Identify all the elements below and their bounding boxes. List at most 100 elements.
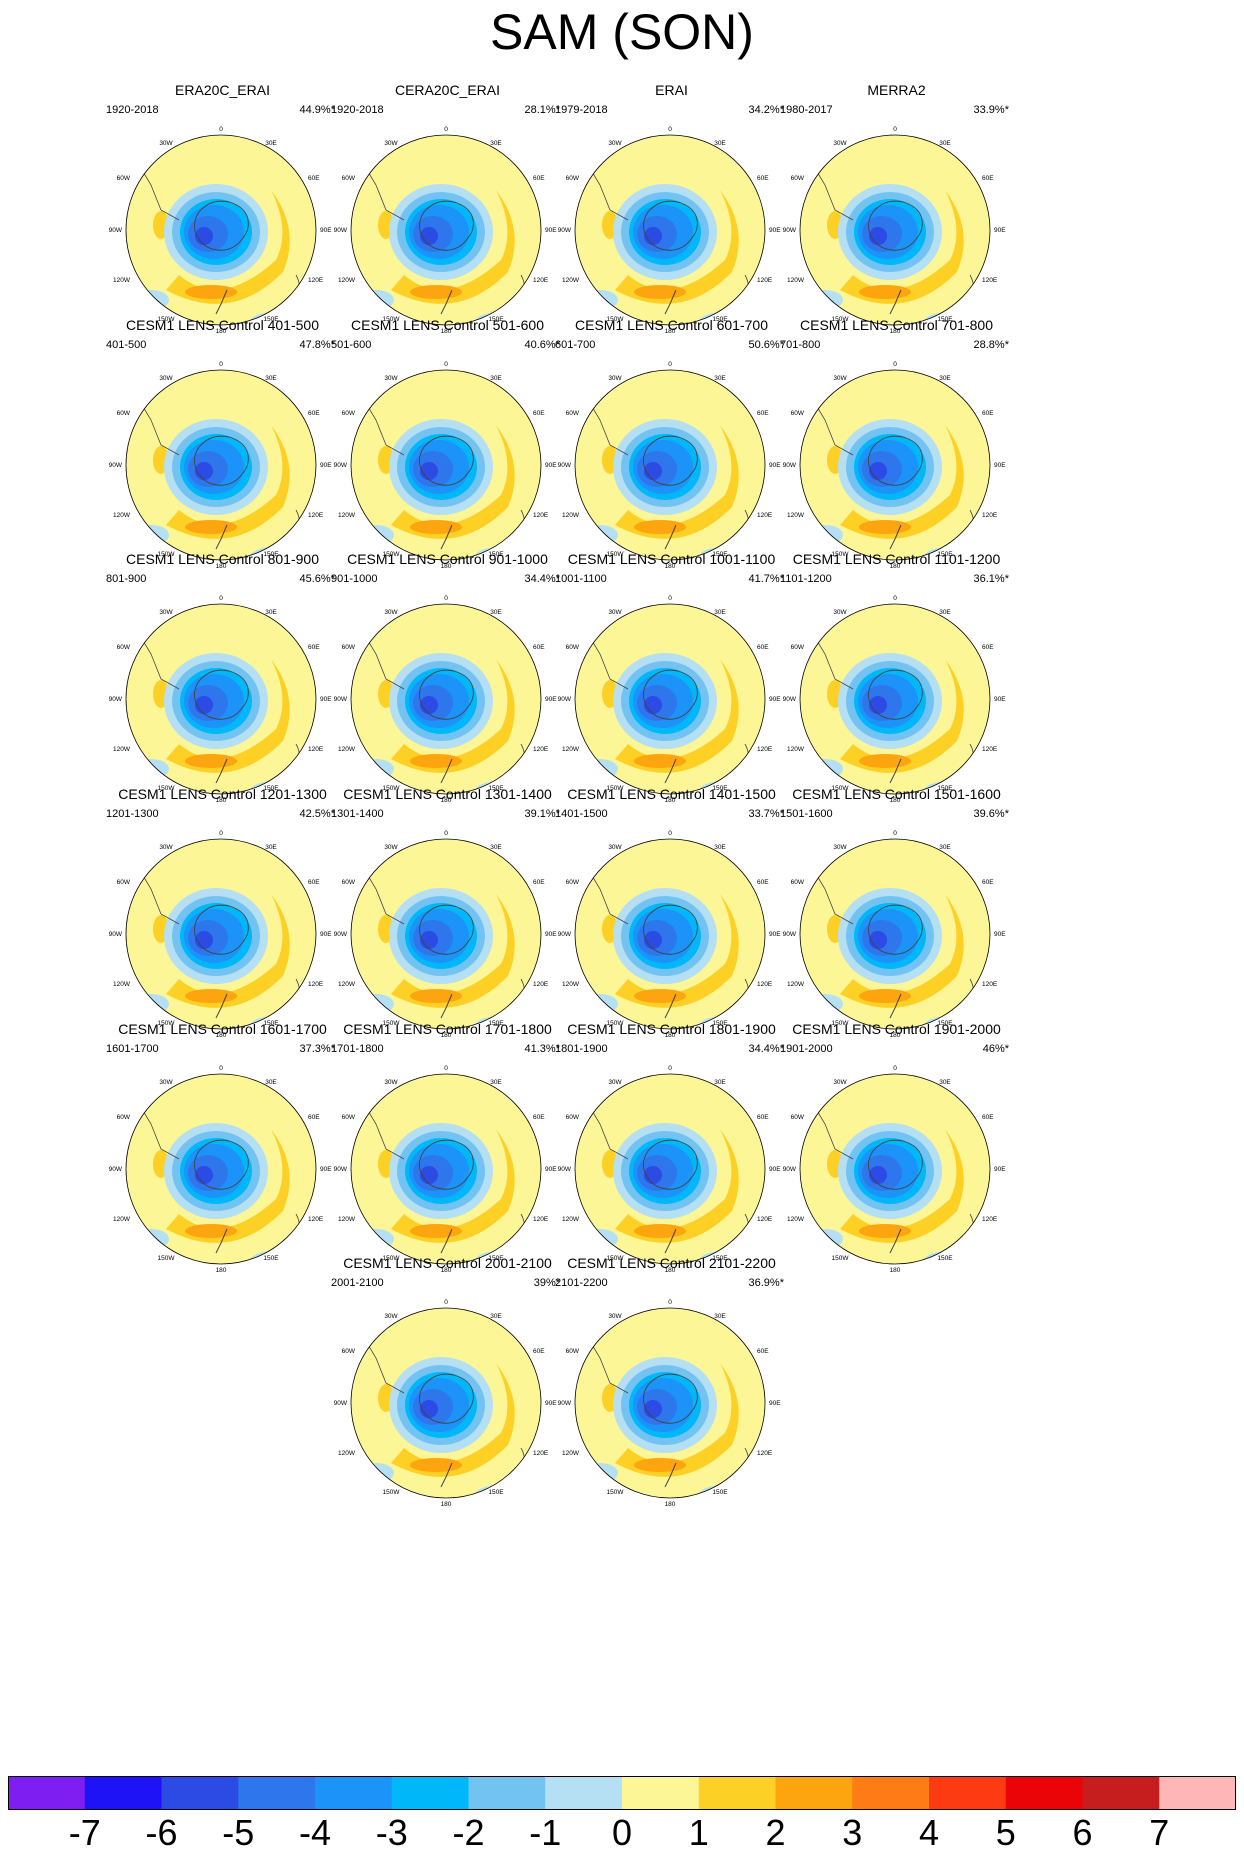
colorbar-swatch bbox=[698, 1776, 776, 1810]
longitude-label: 90W bbox=[783, 1166, 797, 1173]
contour-patch-negative bbox=[950, 370, 990, 402]
longitude-label: 60E bbox=[757, 879, 769, 886]
longitude-label: 120E bbox=[757, 277, 773, 284]
longitude-label: 60E bbox=[757, 410, 769, 417]
contour-band-negative bbox=[420, 1166, 438, 1184]
longitude-label: 60W bbox=[342, 410, 356, 417]
longitude-label: 90W bbox=[558, 462, 572, 469]
colorbar bbox=[8, 1776, 1236, 1810]
contour-band-negative bbox=[644, 931, 662, 949]
contour-patch-negative bbox=[358, 994, 394, 1014]
colorbar-swatch bbox=[391, 1776, 469, 1810]
panel-period: 601-700 bbox=[555, 339, 596, 351]
contour-field bbox=[575, 135, 765, 325]
map-boundary bbox=[799, 838, 991, 1030]
contour-field bbox=[126, 604, 316, 794]
contour-band-negative bbox=[644, 227, 662, 245]
panel-period: 1401-1500 bbox=[555, 808, 608, 820]
map-boundary bbox=[574, 838, 766, 1030]
longitude-label: 120W bbox=[787, 746, 805, 753]
polar-stereo-map: 0 30E 60E 90E 120E 150E 180 150W 120W 90W 60W 30W bbox=[783, 126, 1007, 335]
polar-stereo-map: 0 30E 60E 90E 120E 150E 180 150W 120W 90W 60W 30W bbox=[109, 830, 333, 1039]
longitude-label: 60W bbox=[566, 175, 580, 182]
longitude-label: 150E bbox=[937, 316, 953, 323]
panel-variance-percent: 34.4%* bbox=[748, 1043, 784, 1055]
longitude-label: 120E bbox=[308, 512, 324, 519]
map-panel: CERA20C_ERAI 1920-2018 28.1%* 0 30E 60E 90E 120… bbox=[315, 82, 580, 352]
longitude-label: 60W bbox=[117, 175, 131, 182]
longitude-label: 120W bbox=[113, 981, 131, 988]
contour-band-negative bbox=[644, 462, 662, 480]
contour-band-negative bbox=[195, 227, 213, 245]
longitude-label: 90W bbox=[334, 462, 348, 469]
longitude-label: 90W bbox=[109, 931, 123, 938]
longitude-label: 150W bbox=[832, 785, 850, 792]
longitude-label: 180 bbox=[890, 1032, 901, 1039]
longitude-label: 90W bbox=[109, 696, 123, 703]
contour-field bbox=[351, 1074, 541, 1264]
colorbar-tick-label: -1 bbox=[529, 1812, 562, 1853]
panel-period: 1001-1100 bbox=[555, 573, 607, 585]
polar-stereo-map: 0 30E 60E 90E 120E 150E 180 150W 120W 90W 60W 30W bbox=[334, 1065, 558, 1274]
longitude-label: 30W bbox=[833, 609, 847, 616]
longitude-label: 90E bbox=[320, 227, 332, 234]
contour-band-negative bbox=[869, 696, 887, 714]
contour-patch-negative bbox=[133, 525, 169, 545]
longitude-label: 0 bbox=[668, 1065, 672, 1072]
panel-variance-percent: 41.7%* bbox=[748, 573, 784, 585]
longitude-label: 150E bbox=[263, 785, 279, 792]
new-zealand-coastline bbox=[664, 993, 677, 1019]
colorbar-tick-label: 0 bbox=[611, 1812, 633, 1853]
contour-band-positive bbox=[634, 520, 686, 534]
panel-title: CESM1 LENS Control 1301-1400 bbox=[343, 786, 552, 802]
map-panel: CESM1 LENS Control 401-500 401-500 47.8%* 0… bbox=[90, 317, 355, 587]
longitude-label: 60E bbox=[757, 644, 769, 651]
longitude-label: 30E bbox=[714, 1079, 726, 1086]
colorbar-swatch bbox=[929, 1776, 1007, 1810]
longitude-label: 180 bbox=[441, 1267, 452, 1274]
contour-band-negative bbox=[869, 931, 887, 949]
longitude-label: 90W bbox=[558, 1166, 572, 1173]
longitude-label: 90E bbox=[994, 1166, 1006, 1173]
panel-period: 1101-1200 bbox=[780, 573, 832, 585]
longitude-label: 30E bbox=[939, 844, 951, 851]
panel-title: CESM1 LENS Control 1801-1900 bbox=[567, 1021, 776, 1037]
contour-band-positive bbox=[615, 894, 739, 1008]
longitude-label: 30W bbox=[159, 1079, 173, 1086]
longitude-label: 30E bbox=[490, 609, 502, 616]
colorbar-tick-label: 6 bbox=[1072, 1812, 1093, 1853]
panel-title: CESM1 LENS Control 901-1000 bbox=[347, 551, 548, 567]
map-boundary bbox=[574, 603, 766, 795]
map-boundary bbox=[350, 603, 542, 795]
longitude-label: 60E bbox=[533, 644, 545, 651]
longitude-label: 120W bbox=[562, 1216, 580, 1223]
new-zealand-coastline bbox=[889, 289, 902, 315]
panel-title: CESM1 LENS Control 1901-2000 bbox=[792, 1021, 1001, 1037]
longitude-label: 180 bbox=[665, 797, 676, 804]
antarctica-coastline bbox=[868, 904, 923, 955]
longitude-label: 150E bbox=[263, 551, 279, 558]
longitude-label: 30E bbox=[265, 1079, 277, 1086]
longitude-label: 60E bbox=[982, 175, 994, 182]
longitude-label: 90E bbox=[545, 696, 557, 703]
panel-period: 401-500 bbox=[106, 339, 147, 351]
polar-stereo-map: 0 30E 60E 90E 120E 150E 180 150W 120W 90W 60W 30W bbox=[783, 830, 1007, 1039]
panel-variance-percent: 42.5%* bbox=[299, 808, 335, 820]
longitude-label: 150E bbox=[937, 785, 953, 792]
polar-stereo-map: 0 30E 60E 90E 120E 150E 180 150W 120W 90W 60W 30W bbox=[558, 830, 782, 1039]
panel-variance-percent: 34.2%* bbox=[748, 104, 784, 116]
longitude-label: 30E bbox=[490, 1079, 502, 1086]
longitude-label: 30W bbox=[608, 844, 622, 851]
longitude-label: 60W bbox=[117, 410, 131, 417]
panel-title: CESM1 LENS Control 1101-1200 bbox=[792, 551, 1001, 567]
longitude-label: 60E bbox=[533, 175, 545, 182]
colorbar-swatch bbox=[468, 1776, 546, 1810]
polar-stereo-map: 0 30E 60E 90E 120E 150E 180 150W 120W 90W 60W 30W bbox=[109, 595, 333, 804]
longitude-label: 90W bbox=[334, 227, 348, 234]
longitude-label: 30E bbox=[714, 844, 726, 851]
new-zealand-coastline bbox=[440, 1462, 453, 1488]
longitude-label: 120W bbox=[787, 512, 805, 519]
contour-band-positive bbox=[859, 989, 911, 1003]
new-zealand-coastline bbox=[889, 758, 902, 784]
panel-title: CESM1 LENS Control 1001-1100 bbox=[567, 551, 776, 567]
